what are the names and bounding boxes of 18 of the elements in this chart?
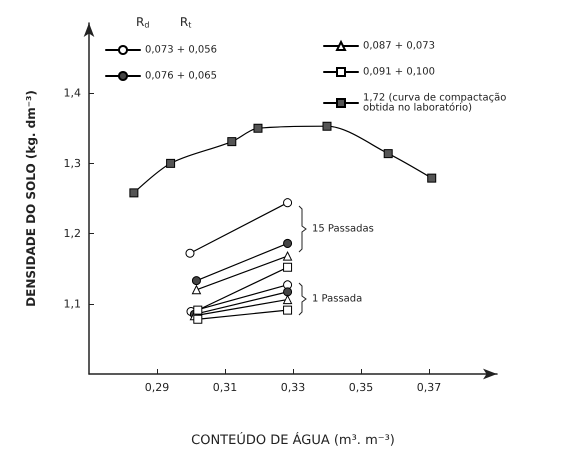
y-tick-label: 1,2	[64, 227, 81, 240]
x-tick-label: 0,37	[416, 381, 442, 394]
x-tick-label: 0,33	[280, 381, 306, 394]
x-axis-title: CONTEÚDO DE ÁGUA (m³. m⁻³)	[191, 431, 395, 448]
annotation: 15 Passadas	[312, 224, 374, 234]
legend-label: 0,091 + 0,100	[363, 66, 435, 78]
legend-label: 0,073 + 0,056	[145, 44, 217, 56]
legend-label: 0,087 + 0,073	[363, 40, 435, 52]
x-tick-label: 0,29	[144, 381, 170, 394]
y-tick-label: 1,4	[64, 86, 81, 100]
y-tick-label: 1,3	[64, 156, 81, 170]
y-axis-title: DENSIDADE DO SOLO (kg. dm⁻³)	[24, 90, 38, 307]
y-tick-label: 1,1	[64, 297, 81, 310]
x-tick-label: 0,31	[212, 381, 238, 394]
x-tick-label: 0,35	[348, 381, 374, 394]
annotation: 1 Passada	[312, 294, 362, 304]
legend-label: 1,72 (curva de compactação obtida no laboratório)	[363, 92, 510, 114]
legend-label: 0,076 + 0,065	[145, 70, 217, 82]
